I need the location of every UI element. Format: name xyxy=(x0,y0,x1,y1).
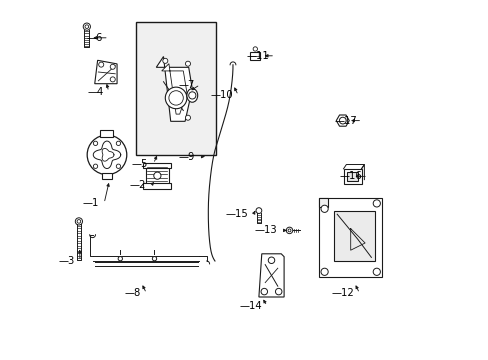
Circle shape xyxy=(110,64,115,69)
Circle shape xyxy=(118,256,122,261)
Circle shape xyxy=(153,172,161,179)
Polygon shape xyxy=(319,198,382,277)
Circle shape xyxy=(99,62,103,67)
Circle shape xyxy=(256,208,261,213)
Text: —1: —1 xyxy=(82,198,99,208)
Text: —13: —13 xyxy=(254,225,277,235)
Text: —2: —2 xyxy=(129,180,145,190)
Circle shape xyxy=(116,141,121,145)
Polygon shape xyxy=(143,163,171,168)
Text: —16: —16 xyxy=(339,171,362,181)
Circle shape xyxy=(185,61,190,66)
Circle shape xyxy=(163,58,167,63)
Circle shape xyxy=(85,25,88,28)
Text: —11: —11 xyxy=(246,51,269,61)
Circle shape xyxy=(87,135,126,175)
Text: —4: —4 xyxy=(87,87,103,97)
Polygon shape xyxy=(346,172,357,181)
Circle shape xyxy=(110,77,115,82)
Text: —3: —3 xyxy=(58,256,75,266)
Polygon shape xyxy=(258,254,284,297)
Polygon shape xyxy=(319,198,327,207)
Polygon shape xyxy=(336,115,348,126)
Circle shape xyxy=(287,229,290,232)
Text: —12: —12 xyxy=(331,288,354,298)
Circle shape xyxy=(168,91,183,105)
Circle shape xyxy=(320,268,327,275)
Polygon shape xyxy=(95,60,117,84)
Text: —10: —10 xyxy=(210,90,232,100)
Text: —7: —7 xyxy=(178,80,194,90)
Circle shape xyxy=(261,288,267,295)
Circle shape xyxy=(339,117,346,124)
Text: —17: —17 xyxy=(333,116,356,126)
Bar xyxy=(136,22,215,155)
Circle shape xyxy=(83,23,90,30)
Circle shape xyxy=(372,268,380,275)
Polygon shape xyxy=(143,183,171,189)
Circle shape xyxy=(93,141,98,145)
Circle shape xyxy=(188,92,196,99)
Polygon shape xyxy=(333,211,374,261)
Circle shape xyxy=(253,47,257,51)
Text: —14: —14 xyxy=(239,301,261,311)
Circle shape xyxy=(185,115,190,120)
Circle shape xyxy=(93,164,98,168)
Polygon shape xyxy=(102,173,112,179)
Circle shape xyxy=(75,218,82,225)
Polygon shape xyxy=(162,64,186,114)
Polygon shape xyxy=(101,130,113,137)
Circle shape xyxy=(372,200,380,207)
Text: —8: —8 xyxy=(124,288,141,298)
Circle shape xyxy=(320,205,327,212)
Polygon shape xyxy=(146,166,168,186)
Text: —9: —9 xyxy=(178,152,194,162)
Circle shape xyxy=(165,87,186,109)
Polygon shape xyxy=(250,52,260,60)
Circle shape xyxy=(275,288,282,295)
Text: —5: —5 xyxy=(131,159,148,169)
Ellipse shape xyxy=(186,89,197,102)
Polygon shape xyxy=(343,169,361,184)
Circle shape xyxy=(285,227,292,234)
Text: —15: —15 xyxy=(225,209,247,219)
Text: —6: —6 xyxy=(87,33,103,43)
Circle shape xyxy=(77,220,81,223)
Circle shape xyxy=(152,256,156,261)
Circle shape xyxy=(116,164,121,168)
Circle shape xyxy=(268,257,274,264)
Polygon shape xyxy=(156,57,192,121)
